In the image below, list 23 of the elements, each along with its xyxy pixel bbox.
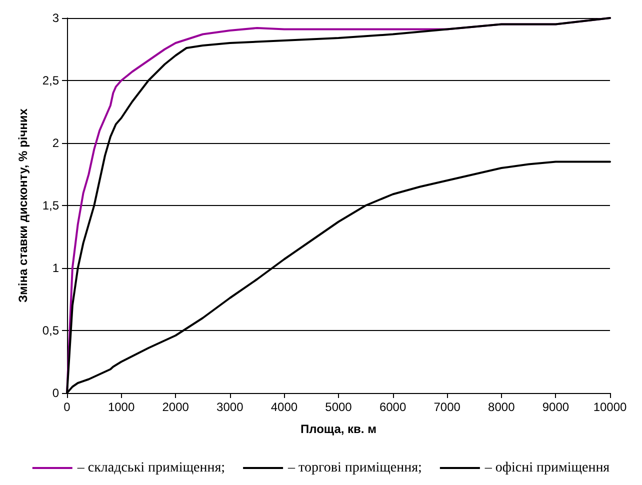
x-tick-label: 10000 bbox=[593, 400, 628, 414]
y-tick-label: 0,5 bbox=[42, 324, 60, 338]
x-tick-label: 6000 bbox=[379, 400, 406, 414]
y-tick-label: 0 bbox=[52, 386, 60, 400]
x-tick-label: 7000 bbox=[434, 400, 461, 414]
y-tick-label: 3 bbox=[52, 11, 60, 25]
y-axis-title: Зміна ставки дисконту, % річних bbox=[16, 108, 30, 302]
x-tick-label: 1000 bbox=[108, 400, 135, 414]
y-tick-label: 2,5 bbox=[42, 74, 60, 88]
x-tick-label: 0 bbox=[64, 400, 71, 414]
y-tick-label: 2 bbox=[52, 136, 60, 150]
legend-label: – торгові приміщення; bbox=[287, 460, 422, 476]
legend-label: – складські приміщення; bbox=[76, 460, 226, 476]
x-axis-title: Площа, кв. м bbox=[300, 422, 377, 436]
x-tick-label: 2000 bbox=[162, 400, 190, 414]
x-tick-label: 8000 bbox=[488, 400, 516, 414]
x-tick-label: 5000 bbox=[325, 400, 352, 414]
legend-label: – офісні приміщення bbox=[484, 460, 610, 476]
x-tick-label: 4000 bbox=[270, 400, 298, 414]
y-tick-label: 1 bbox=[52, 261, 60, 275]
y-tick-label: 1,5 bbox=[42, 198, 60, 212]
x-tick-label: 9000 bbox=[542, 400, 570, 414]
x-tick-label: 3000 bbox=[216, 400, 244, 414]
